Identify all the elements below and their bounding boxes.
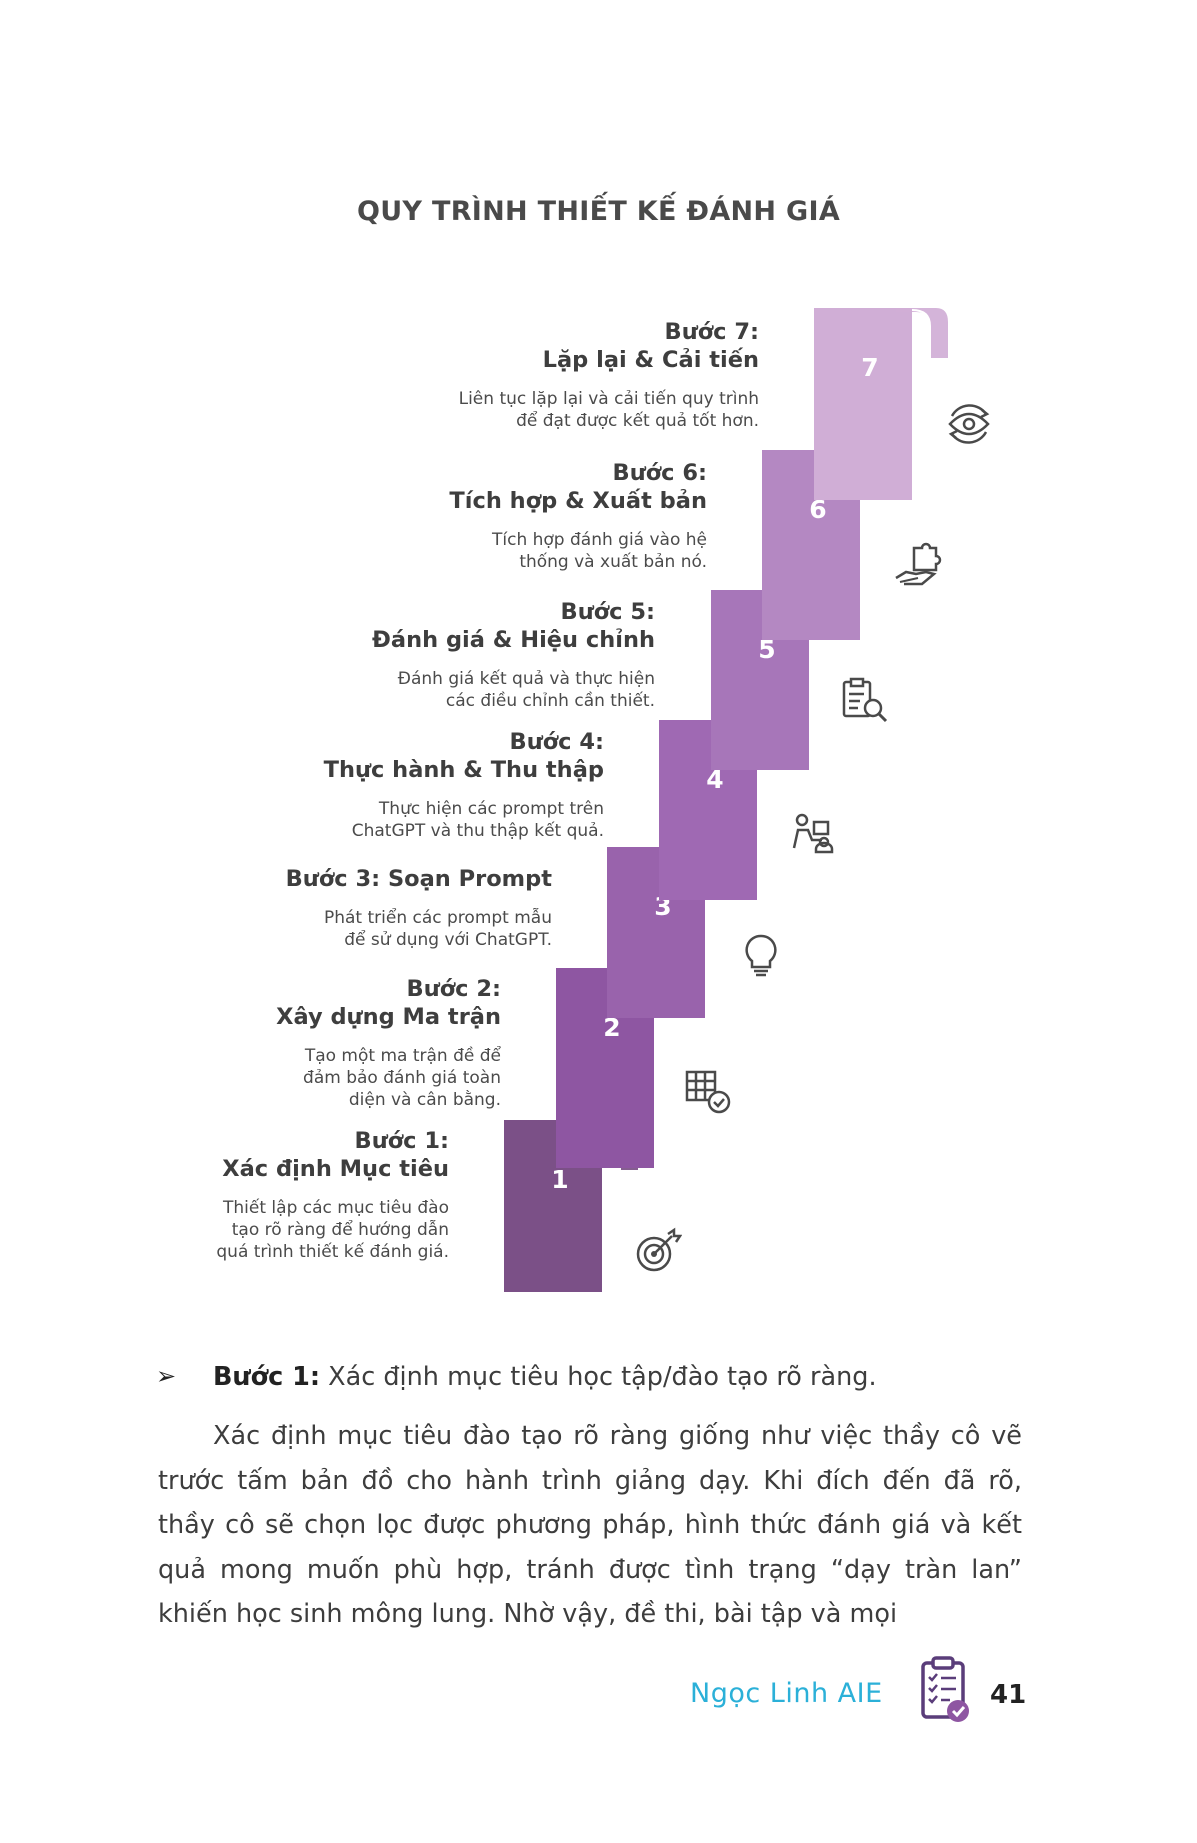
bullet-item: ➢ Bước 1: Xác định mục tiêu học tập/đào … [156,1362,1028,1392]
step-text-1: Bước 1: Xác định Mục tiêu Thiết lập các mụ… [216,1127,449,1263]
step-number-7: 7 [861,353,879,382]
step-description: Phát triển các prompt mẫu để sử dụng với … [323,908,552,950]
step-heading: Bước 3: Soạn Prompt [285,866,552,892]
step-description: Liên tục lặp lại và cải tiến quy trình để… [458,389,759,431]
step-description: Đánh giá kết quả và thực hiện các điều ch… [397,669,655,711]
step-subheading: Xây dựng Ma trận [276,1004,501,1030]
step-description: Thực hiện các prompt trên ChatGPT và thu … [351,799,604,841]
step-subheading: Đánh giá & Hiệu chỉnh [372,627,655,653]
bullet-bold-label: Bước 1: [213,1362,321,1392]
puzzle-hand-icon [892,542,942,592]
step-text-5: Bước 5: Đánh giá & Hiệu chỉnh Đánh giá kết… [372,598,655,712]
step-number-4: 4 [706,765,724,794]
step-number-1: 1 [551,1165,569,1194]
grid-check-icon [683,1066,733,1116]
step-subheading: Thực hành & Thu thập [323,757,604,783]
step-subheading: Tích hợp & Xuất bản [449,488,707,514]
lightbulb-icon [736,930,786,980]
target-icon [632,1226,682,1276]
body-paragraph: Xác định mục tiêu đào tạo rõ ràng giống … [158,1421,1022,1629]
step-description: Thiết lập các mục tiêu đào tạo rõ ràng để… [216,1198,449,1262]
page-number: 41 [990,1680,1027,1710]
page-title: QUY TRÌNH THIẾT KẾ ĐÁNH GIÁ [356,196,841,227]
step-number-2: 2 [603,1013,621,1042]
step-heading: Bước 1: [354,1128,449,1154]
practice-icon [788,808,838,858]
step-text-6: Bước 6: Tích hợp & Xuất bản Tích hợp đánh … [449,459,707,573]
step-text-7: Bước 7: Lặp lại & Cải tiến Liên tục lặp lạ… [459,318,759,432]
step-subheading: Xác định Mục tiêu [222,1156,449,1182]
step-heading: Bước 7: [664,319,759,345]
eye-cycle-icon [944,398,994,448]
step-heading: Bước 5: [560,599,655,625]
step-text-3: Bước 3: Soạn Prompt Phát triển các prompt… [286,865,552,951]
checklist-icon [918,1655,972,1725]
bullet-text: Xác định mục tiêu học tập/đào tạo rõ ràn… [320,1362,877,1392]
footer-brand: Ngọc Linh AIE [690,1678,883,1709]
step-description: Tích hợp đánh giá vào hệ thống và xuất bả… [491,530,707,572]
step-number-6: 6 [809,495,827,524]
step-text-4: Bước 4: Thực hành & Thu thập Thực hiện các… [324,728,604,842]
step-text-2: Bước 2: Xây dựng Ma trận Tạo một ma trận đ… [276,975,501,1111]
step-ribbon-7 [814,308,952,500]
step-subheading: Lặp lại & Cải tiến [542,347,759,373]
step-number-5: 5 [758,635,776,664]
bullet-arrow-icon: ➢ [156,1362,177,1390]
step-heading: Bước 6: [612,460,707,486]
step-description: Tạo một ma trận đề để đảm bảo đánh giá to… [303,1046,501,1110]
step-heading: Bước 4: [509,729,604,755]
clipboard-search-icon [840,676,890,726]
step-heading: Bước 2: [406,976,501,1002]
process-staircase: 1 Bước 1: Xác định Mục tiêu Thiết lập các m… [216,308,994,1292]
